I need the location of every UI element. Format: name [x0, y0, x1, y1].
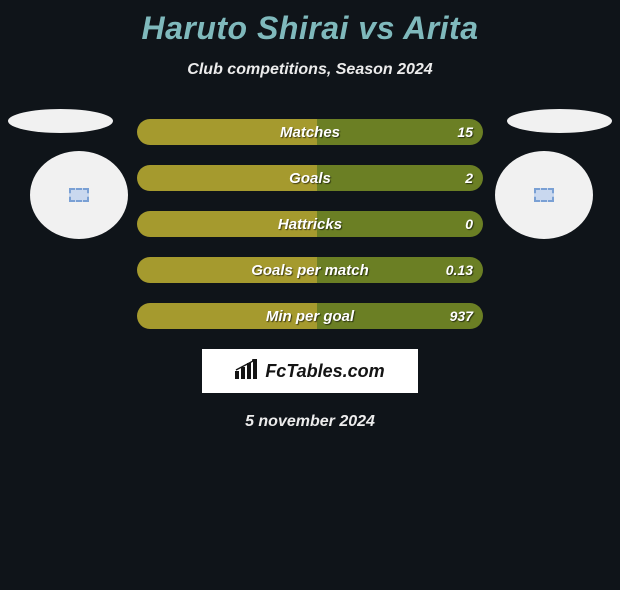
- stat-bars: Matches15 Goals2 Hattricks0 Goals per match…: [137, 119, 483, 329]
- crest-circle-left: [30, 151, 128, 239]
- bar-value-right: 0: [465, 211, 473, 237]
- stat-bar: Goals2: [137, 165, 483, 191]
- bar-label: Matches: [137, 119, 483, 145]
- bar-value-right: 2: [465, 165, 473, 191]
- stat-bar: Goals per match0.13: [137, 257, 483, 283]
- bar-label: Goals: [137, 165, 483, 191]
- crest-circle-right: [495, 151, 593, 239]
- stat-bar: Min per goal937: [137, 303, 483, 329]
- page-title: Haruto Shirai vs Arita: [0, 10, 620, 47]
- bar-label: Hattricks: [137, 211, 483, 237]
- page-subtitle: Club competitions, Season 2024: [0, 61, 620, 79]
- content-area: Matches15 Goals2 Hattricks0 Goals per match…: [0, 119, 620, 431]
- bar-value-right: 937: [450, 303, 473, 329]
- bar-label: Min per goal: [137, 303, 483, 329]
- date-text: 5 november 2024: [0, 413, 620, 431]
- shadow-ellipse-icon: [8, 109, 113, 133]
- stat-bar: Matches15: [137, 119, 483, 145]
- brand-text: FcTables.com: [265, 361, 384, 382]
- bars-logo-icon: [235, 359, 259, 384]
- player-right-badge: [507, 109, 612, 239]
- stat-bar: Hattricks0: [137, 211, 483, 237]
- bar-label: Goals per match: [137, 257, 483, 283]
- crest-placeholder-icon: [69, 188, 89, 202]
- player-left-badge: [8, 109, 128, 239]
- crest-placeholder-icon: [534, 188, 554, 202]
- bar-value-right: 0.13: [446, 257, 473, 283]
- brand-badge: FcTables.com: [202, 349, 418, 393]
- bar-value-right: 15: [457, 119, 473, 145]
- shadow-ellipse-icon: [507, 109, 612, 133]
